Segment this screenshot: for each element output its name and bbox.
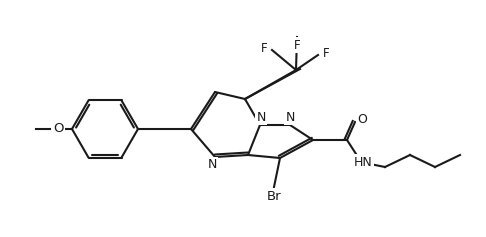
Text: F: F bbox=[260, 41, 267, 55]
Text: N: N bbox=[285, 110, 295, 123]
Text: F: F bbox=[323, 46, 330, 59]
Text: O: O bbox=[357, 113, 367, 126]
Text: HN: HN bbox=[354, 155, 372, 169]
Text: Br: Br bbox=[267, 190, 281, 202]
Text: N: N bbox=[256, 110, 266, 123]
Text: N: N bbox=[208, 159, 217, 172]
Text: O: O bbox=[53, 123, 63, 136]
Text: F: F bbox=[294, 38, 300, 51]
